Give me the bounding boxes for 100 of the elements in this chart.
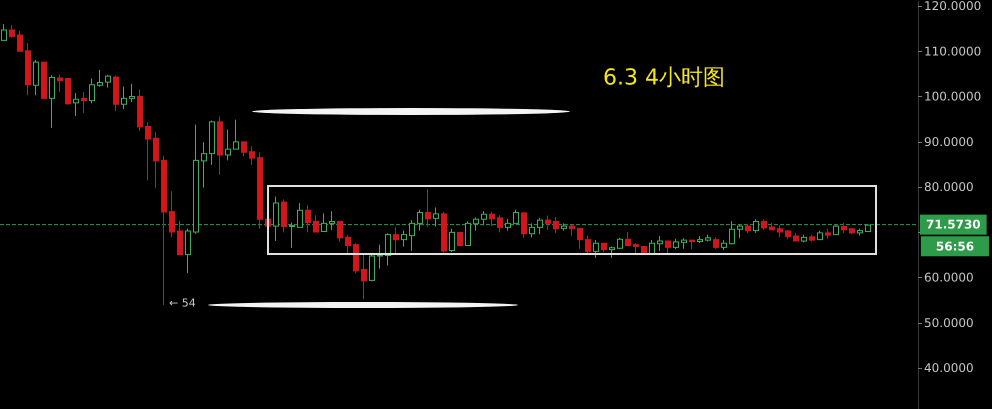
candlestick bbox=[161, 155, 167, 306]
candlestick bbox=[489, 211, 495, 227]
candlestick bbox=[25, 42, 31, 96]
candlestick bbox=[841, 222, 847, 234]
candlestick bbox=[417, 209, 423, 232]
candlestick bbox=[329, 210, 335, 231]
candlestick bbox=[865, 224, 871, 232]
candlestick bbox=[785, 229, 791, 240]
candlestick bbox=[457, 232, 463, 246]
y-tick-label: 90.0000 bbox=[924, 134, 974, 149]
candlestick bbox=[737, 224, 743, 238]
candlestick bbox=[617, 237, 623, 250]
y-tick-label: 120.0000 bbox=[924, 0, 982, 13]
candlestick bbox=[129, 83, 135, 102]
candlestick bbox=[697, 236, 703, 244]
candlestick bbox=[569, 224, 575, 236]
candlestick bbox=[233, 119, 239, 150]
candlestick bbox=[153, 132, 159, 188]
candlestick bbox=[217, 116, 223, 176]
candlestick bbox=[177, 220, 183, 256]
candlestick bbox=[825, 228, 831, 240]
candlestick bbox=[297, 202, 303, 228]
candlestick bbox=[657, 236, 663, 252]
candlestick bbox=[145, 122, 151, 181]
candlestick bbox=[41, 62, 47, 100]
candlestick bbox=[9, 24, 15, 38]
candlestick bbox=[801, 234, 807, 243]
candlestick bbox=[777, 224, 783, 238]
candlestick bbox=[361, 252, 367, 300]
candlestick bbox=[561, 222, 567, 232]
candlestick bbox=[849, 227, 855, 235]
candlestick bbox=[585, 235, 591, 256]
candlestick bbox=[809, 234, 815, 242]
candlestick bbox=[481, 210, 487, 226]
candlestick bbox=[745, 223, 751, 234]
candlestick bbox=[425, 188, 431, 228]
candlestick bbox=[689, 239, 695, 250]
candlestick bbox=[169, 190, 175, 238]
candlestick bbox=[65, 78, 71, 106]
y-tick-label: 110.0000 bbox=[924, 44, 982, 58]
candlestick bbox=[409, 220, 415, 252]
candlestick bbox=[137, 89, 143, 132]
candlestick bbox=[753, 218, 759, 234]
y-tick-label: 80.0000 bbox=[924, 180, 974, 194]
candlestick bbox=[313, 214, 319, 232]
candlestick bbox=[273, 196, 279, 242]
candlestick bbox=[337, 221, 343, 242]
candlestick bbox=[57, 74, 63, 93]
candlestick bbox=[113, 75, 119, 112]
candlestick bbox=[513, 209, 519, 224]
candlestick bbox=[601, 242, 607, 253]
candlestick bbox=[305, 204, 311, 233]
candlestick bbox=[521, 212, 527, 238]
candlestick bbox=[369, 254, 375, 282]
candlestick bbox=[281, 198, 287, 233]
candlestick bbox=[345, 234, 351, 254]
y-tick-label: 50.0000 bbox=[924, 316, 974, 330]
candlestick bbox=[249, 146, 255, 166]
candlestick bbox=[257, 152, 263, 230]
candlestick bbox=[729, 220, 735, 246]
candlestick bbox=[817, 230, 823, 240]
candlestick bbox=[793, 232, 799, 242]
candlestick bbox=[625, 231, 631, 246]
text: 56:56 bbox=[936, 239, 974, 254]
annotation: ← 54 bbox=[169, 296, 196, 310]
candlestick bbox=[633, 242, 639, 256]
candlestick bbox=[545, 215, 551, 230]
candlestick bbox=[105, 74, 111, 88]
candlestick bbox=[121, 86, 127, 110]
candlestick bbox=[705, 234, 711, 242]
candlestick bbox=[81, 92, 87, 114]
candlestick bbox=[449, 228, 455, 252]
candlestick bbox=[681, 238, 687, 250]
candlestick bbox=[201, 142, 207, 188]
candlestick bbox=[353, 242, 359, 274]
candlestick bbox=[33, 59, 39, 96]
candlestick bbox=[97, 69, 103, 88]
candlestick bbox=[529, 222, 535, 238]
candlestick bbox=[289, 222, 295, 248]
candlestick bbox=[321, 212, 327, 232]
candlestick bbox=[433, 207, 439, 228]
y-tick-label: 100.0000 bbox=[924, 90, 982, 104]
candlestick bbox=[241, 141, 247, 157]
candlestick bbox=[225, 129, 231, 161]
candlestick bbox=[721, 240, 727, 251]
candlestick bbox=[713, 236, 719, 250]
candlestick bbox=[833, 224, 839, 236]
y-tick-label: 40.0000 bbox=[924, 361, 974, 376]
candlestick bbox=[185, 228, 191, 274]
candlestick bbox=[465, 221, 471, 246]
candlestick bbox=[577, 228, 583, 250]
candlestick bbox=[209, 120, 215, 166]
candlestick bbox=[497, 214, 503, 233]
candlestick bbox=[89, 78, 95, 104]
candlestick bbox=[857, 228, 863, 236]
ref-line-label: 71.5730 bbox=[926, 218, 981, 232]
candlestick bbox=[537, 217, 543, 235]
candlestick bbox=[1, 24, 7, 42]
candlestick bbox=[401, 230, 407, 247]
candlestick bbox=[441, 212, 447, 253]
